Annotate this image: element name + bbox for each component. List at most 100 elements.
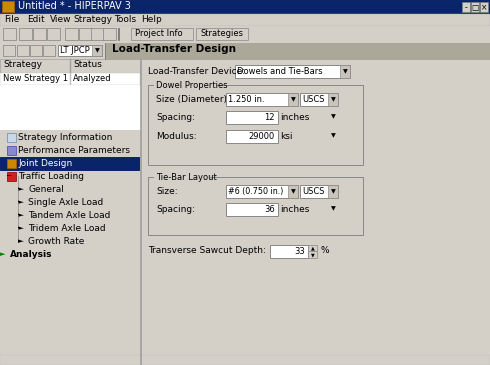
- Text: 1.250 in.: 1.250 in.: [228, 95, 265, 104]
- Text: ▼: ▼: [331, 189, 335, 194]
- Bar: [235, 65, 350, 78]
- Bar: [0, 85, 140, 130]
- Bar: [131, 28, 193, 40]
- Text: □: □: [471, 3, 479, 12]
- Bar: [79, 28, 92, 40]
- Text: Status: Status: [73, 60, 102, 69]
- Bar: [140, 59, 141, 365]
- Bar: [140, 59, 490, 365]
- Text: inches: inches: [280, 205, 309, 214]
- Text: File: File: [4, 15, 20, 24]
- Bar: [226, 130, 278, 143]
- Bar: [3, 28, 16, 40]
- Text: USCS: USCS: [302, 95, 324, 104]
- Text: Dowel Properties: Dowel Properties: [156, 81, 228, 89]
- Text: ─: ─: [6, 173, 10, 179]
- Bar: [0, 0, 490, 14]
- Bar: [308, 251, 317, 258]
- Text: Edit: Edit: [27, 15, 45, 24]
- Bar: [7, 133, 16, 142]
- Text: ksi: ksi: [280, 132, 293, 141]
- Text: 33: 33: [294, 247, 305, 256]
- Bar: [154, 81, 217, 89]
- Text: Strategies: Strategies: [200, 29, 243, 38]
- Text: Load-Transfer Design: Load-Transfer Design: [112, 44, 236, 54]
- Text: Strategy: Strategy: [3, 60, 42, 69]
- Bar: [17, 45, 29, 56]
- Text: Help: Help: [142, 15, 162, 24]
- Text: USCS: USCS: [302, 187, 324, 196]
- Bar: [70, 59, 71, 73]
- Text: Traffic Loading: Traffic Loading: [18, 172, 84, 181]
- Text: Analyzed: Analyzed: [73, 74, 112, 83]
- Text: Size (Diameter): Size (Diameter): [156, 95, 227, 104]
- Bar: [0, 355, 490, 365]
- Bar: [471, 2, 479, 12]
- Text: Modulus:: Modulus:: [156, 132, 196, 141]
- Bar: [92, 45, 102, 56]
- Bar: [0, 43, 490, 59]
- Text: ▼: ▼: [311, 252, 315, 257]
- Text: 12: 12: [265, 113, 275, 122]
- Bar: [270, 245, 308, 258]
- Text: Performance Parameters: Performance Parameters: [18, 146, 130, 155]
- Text: ▼: ▼: [331, 207, 335, 211]
- Text: Analysis: Analysis: [10, 250, 52, 259]
- Bar: [7, 146, 16, 155]
- Text: %: %: [320, 246, 329, 255]
- Text: -: -: [465, 3, 467, 12]
- Text: ▼: ▼: [331, 115, 335, 119]
- Bar: [0, 130, 140, 350]
- Bar: [288, 185, 298, 198]
- Bar: [58, 45, 102, 56]
- Text: #6 (0.750 in.): #6 (0.750 in.): [228, 187, 283, 196]
- Bar: [19, 28, 32, 40]
- Text: Growth Rate: Growth Rate: [28, 237, 84, 246]
- Bar: [154, 173, 210, 181]
- Text: Dowels and Tie-Bars: Dowels and Tie-Bars: [237, 67, 322, 76]
- Bar: [226, 203, 278, 216]
- Text: ►: ►: [18, 212, 24, 218]
- Text: View: View: [50, 15, 72, 24]
- Bar: [0, 73, 140, 85]
- Bar: [226, 111, 278, 124]
- Text: ►: ►: [0, 251, 5, 257]
- Bar: [0, 157, 139, 170]
- Bar: [300, 93, 338, 106]
- Text: ►: ►: [18, 199, 24, 205]
- Text: Spacing:: Spacing:: [156, 205, 195, 214]
- Bar: [480, 2, 488, 12]
- Text: LT JPCP: LT JPCP: [60, 46, 90, 55]
- Bar: [91, 28, 104, 40]
- Text: ▼: ▼: [343, 69, 347, 74]
- Bar: [65, 28, 78, 40]
- Bar: [148, 177, 363, 235]
- Bar: [340, 65, 350, 78]
- Bar: [0, 59, 140, 73]
- Text: Project Info: Project Info: [135, 29, 183, 38]
- Bar: [300, 185, 338, 198]
- Text: 29000: 29000: [249, 132, 275, 141]
- Bar: [43, 45, 55, 56]
- Text: Single Axle Load: Single Axle Load: [28, 198, 103, 207]
- Text: ►: ►: [18, 186, 24, 192]
- Text: ►: ►: [18, 225, 24, 231]
- Text: Joint Design: Joint Design: [18, 159, 72, 168]
- Bar: [30, 45, 42, 56]
- Text: Strategy: Strategy: [73, 15, 112, 24]
- Text: ×: ×: [481, 3, 487, 12]
- Text: Untitled * - HIPERPAV 3: Untitled * - HIPERPAV 3: [18, 1, 131, 11]
- Text: New Strategy 1: New Strategy 1: [3, 74, 68, 83]
- Text: Load-Transfer Device:: Load-Transfer Device:: [148, 67, 245, 76]
- Text: 36: 36: [264, 205, 275, 214]
- Text: Spacing:: Spacing:: [156, 113, 195, 122]
- Bar: [226, 185, 298, 198]
- Bar: [103, 28, 116, 40]
- Text: Strategy Information: Strategy Information: [18, 133, 112, 142]
- Bar: [106, 43, 490, 59]
- Text: Transverse Sawcut Depth:: Transverse Sawcut Depth:: [148, 246, 266, 255]
- Text: ►: ►: [18, 238, 24, 244]
- Bar: [462, 2, 470, 12]
- Bar: [308, 245, 317, 251]
- Bar: [47, 28, 60, 40]
